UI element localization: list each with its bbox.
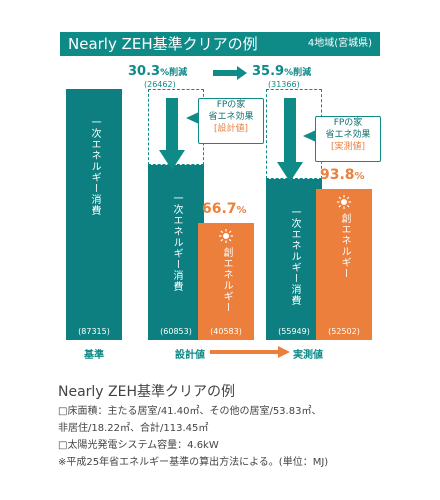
footnote-title: Nearly ZEH基準クリアの例 (58, 384, 236, 400)
callout-pointer-icon (186, 112, 199, 124)
arrow-right-icon (213, 66, 247, 80)
callout-actual: FPの家 省エネ効果 [実測値] (315, 116, 381, 162)
sun-icon (219, 229, 233, 244)
reduction-design-unit: %削減 (160, 68, 188, 78)
actual-creation-pct: 93.8% (320, 167, 365, 183)
arrow-right-icon (210, 346, 290, 358)
bar-base-consumption: 一次エネルギー消費 (87315) (66, 89, 122, 340)
bar-design-creation-value: (40583) (210, 326, 242, 336)
callout-design: FPの家 省エネ効果 [設計値] (198, 98, 264, 144)
callout-actual-line1: FPの家 (333, 118, 363, 128)
callout-design-line3: [設計値] (213, 124, 249, 134)
bar-base-value: (87315) (78, 327, 110, 336)
callout-design-line2: 省エネ効果 (208, 112, 254, 122)
reduction-design-value: 30.3 (128, 64, 161, 79)
actual-creation-pct-value: 93.8 (320, 167, 355, 184)
reduction-actual: 35.9%削減 (252, 64, 311, 79)
design-creation-pct: 66.7% (202, 201, 247, 217)
arrow-down-icon (277, 98, 303, 182)
bar-design-creation: 創エネルギー (40583) (198, 223, 254, 340)
design-creation-pct-unit: % (236, 205, 247, 217)
bar-actual-creation-value: (52502) (328, 326, 360, 336)
reduction-design: 30.3%削減 (128, 64, 187, 79)
chart-header: Nearly ZEH基準クリアの例 4地域(宮城県) (60, 32, 380, 56)
reduction-actual-value: 35.9 (252, 64, 285, 79)
bar-actual-consumption-value: (55949) (278, 326, 310, 336)
xlabel-design: 設計値 (175, 350, 205, 361)
bar-base-label: 一次エネルギー消費 (89, 117, 100, 216)
design-creation-pct-value: 66.7 (202, 201, 237, 218)
xlabel-actual: 実測値 (293, 350, 323, 361)
bar-design-consumption-value: (60853) (160, 326, 192, 336)
bar-actual-consumption: 一次エネルギー消費 (55949) (266, 179, 322, 340)
footnote-line4: ※平成25年省エネルギー基準の算出方法による。(単位：MJ) (58, 457, 329, 468)
xlabel-base: 基準 (84, 350, 104, 361)
reduction-actual-unit: %削減 (284, 68, 312, 78)
reduction-actual-amount: (31366) (268, 80, 300, 89)
footnote-line3: □太陽光発電システム容量：4.6kW (58, 440, 219, 451)
bar-design-consumption-label: 一次エネルギー消費 (171, 193, 182, 293)
chart-title: Nearly ZEH基準クリアの例 (68, 35, 258, 53)
sun-icon (337, 195, 351, 210)
callout-actual-line3: [実測値] (330, 142, 366, 152)
callout-design-line1: FPの家 (216, 100, 246, 110)
callout-pointer-icon (303, 130, 316, 142)
actual-creation-pct-unit: % (354, 171, 365, 183)
bar-design-consumption: 一次エネルギー消費 (60853) (148, 165, 204, 340)
bar-actual-creation: 創エネルギー (52502) (316, 189, 372, 340)
footnote-line1: □床面積：主たる居室/41.40㎡、その他の居室/53.83㎡、 (58, 406, 322, 417)
region-label: 4地域(宮城県) (307, 38, 372, 49)
bar-design-creation-label: 創エネルギー (221, 247, 232, 314)
bar-actual-consumption-label: 一次エネルギー消費 (289, 207, 300, 307)
callout-actual-line2: 省エネ効果 (325, 130, 371, 140)
reduction-design-amount: (26462) (144, 80, 176, 89)
arrow-down-icon (159, 98, 185, 170)
footnote-line2: 非居住/18.22㎡、合計/113.45㎡ (58, 423, 209, 434)
bar-actual-creation-label: 創エネルギー (339, 213, 350, 280)
